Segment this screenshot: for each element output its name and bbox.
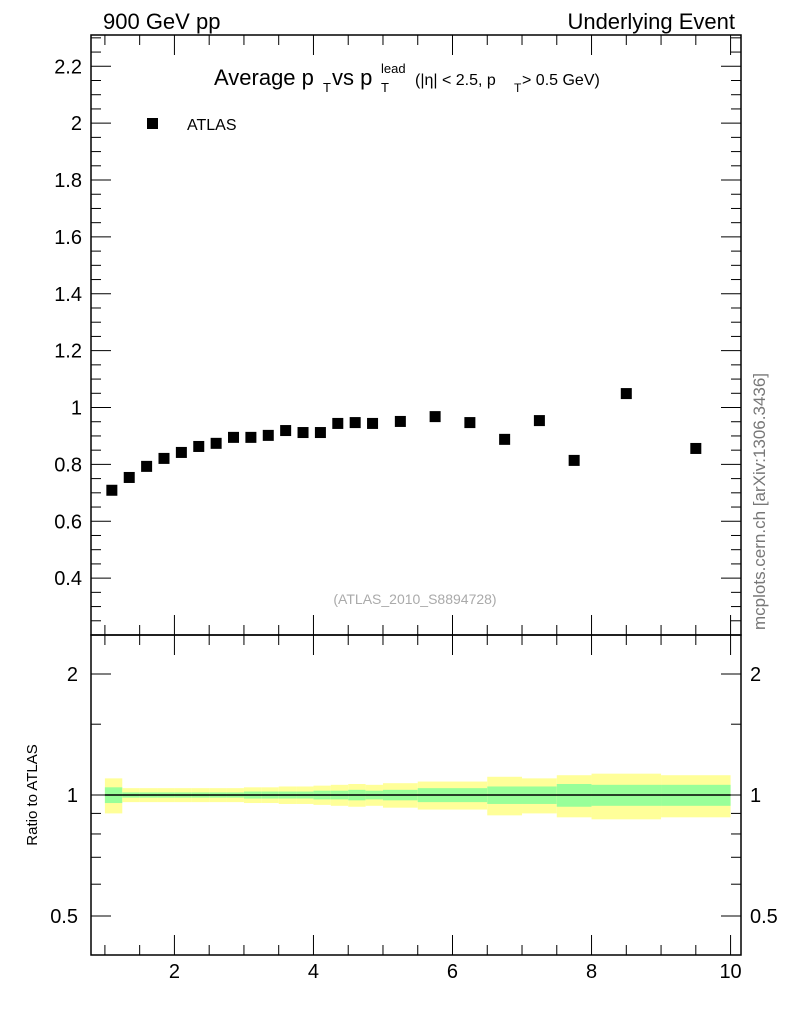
y-tick-label: 1.2 — [54, 341, 82, 363]
legend-label: ATLAS — [187, 117, 237, 134]
data-point — [123, 471, 135, 483]
side-label: mcplots.cern.ch [arXiv:1306.3436] — [750, 373, 769, 630]
data-point — [499, 433, 511, 445]
y-tick-label: 1.4 — [54, 284, 82, 306]
data-point — [297, 427, 309, 439]
y-tick-label: 1 — [71, 398, 82, 420]
data-point — [394, 415, 406, 427]
analysis-label: (ATLAS_2010_S8894728) — [333, 591, 496, 607]
title-cut2: > 0.5 GeV) — [522, 72, 600, 89]
title-lead: lead — [381, 61, 406, 76]
y-tick-label: 2 — [71, 113, 82, 135]
x-tick-label: 8 — [586, 961, 597, 983]
data-point — [533, 415, 545, 427]
y-tick-label: 1.8 — [54, 170, 82, 192]
data-point — [464, 417, 476, 429]
ratio-y-tick-label: 0.5 — [50, 906, 78, 928]
data-point — [349, 417, 361, 429]
data-point — [158, 452, 170, 464]
ratio-y-tick-label: 1 — [67, 785, 78, 807]
title-main: Average p — [214, 65, 314, 90]
x-tick-label: 10 — [719, 961, 741, 983]
chart-title: Average p T vs p lead T (|η| < 2.5, p T … — [214, 61, 600, 95]
data-point — [568, 454, 580, 466]
data-point — [332, 417, 344, 429]
header-right: Underlying Event — [567, 9, 735, 34]
data-point — [262, 429, 274, 441]
title-sub-t: T — [323, 80, 331, 95]
y-tick-label: 0.6 — [54, 511, 82, 533]
ratio-y-tick-label-right: 0.5 — [750, 906, 778, 928]
data-point — [620, 388, 632, 400]
title-vs: vs p — [332, 65, 372, 90]
data-point — [367, 417, 379, 429]
data-point — [193, 440, 205, 452]
y-tick-label: 2.2 — [54, 56, 82, 78]
ratio-y-tick-label: 2 — [67, 664, 78, 686]
x-tick-label: 4 — [308, 961, 319, 983]
data-point — [228, 431, 240, 443]
data-point — [210, 437, 222, 449]
data-point — [106, 484, 118, 496]
data-point — [141, 460, 153, 472]
y-tick-label: 0.8 — [54, 454, 82, 476]
ratio-y-tick-label-right: 1 — [750, 785, 761, 807]
title-sub-t3: T — [514, 81, 522, 95]
y-tick-label: 0.4 — [54, 568, 82, 590]
ratio-ylabel: Ratio to ATLAS — [24, 744, 41, 845]
data-point — [429, 411, 441, 423]
data-point — [690, 442, 702, 454]
legend: ATLAS — [147, 117, 237, 134]
data-point — [280, 425, 292, 437]
x-tick-label: 6 — [447, 961, 458, 983]
title-sub-t2: T — [381, 80, 389, 95]
header-left: 900 GeV pp — [103, 9, 220, 34]
data-point — [245, 431, 257, 443]
y-tick-label: 1.6 — [54, 227, 82, 249]
title-cut: (|η| < 2.5, p — [415, 72, 496, 89]
x-tick-label: 2 — [169, 961, 180, 983]
legend-marker — [147, 118, 158, 129]
ratio-y-tick-label-right: 2 — [750, 664, 761, 686]
data-point — [175, 446, 187, 458]
data-point — [314, 427, 326, 439]
